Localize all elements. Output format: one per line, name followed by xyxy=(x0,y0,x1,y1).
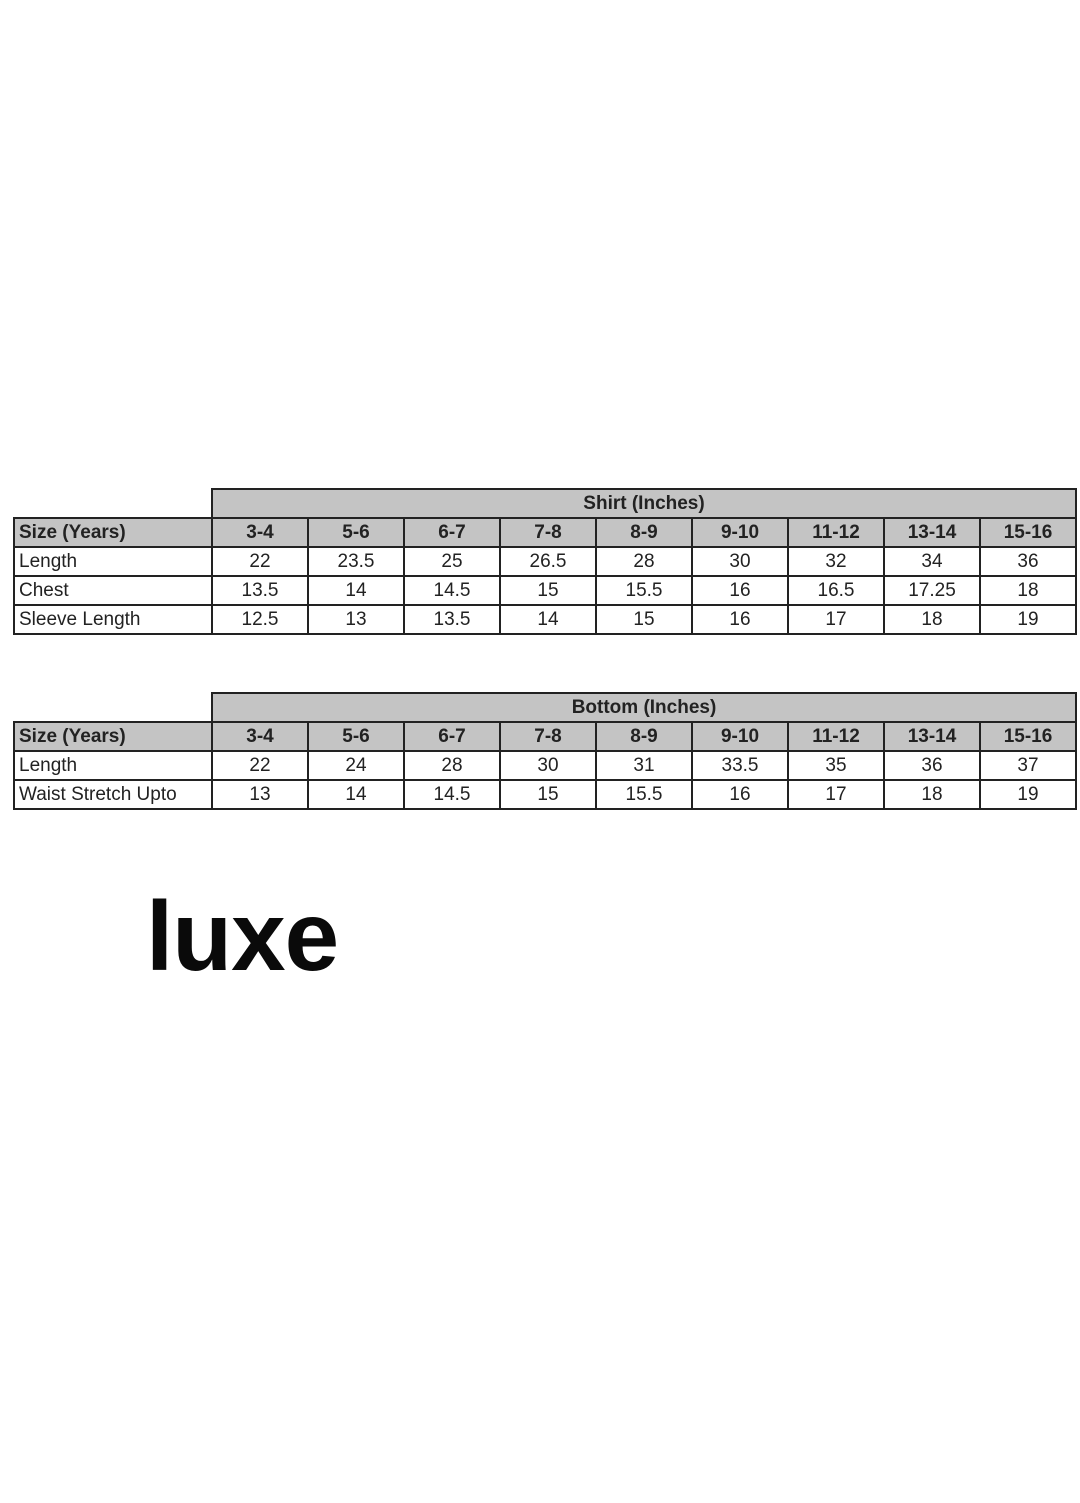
measurement-cell: 14 xyxy=(307,575,405,606)
table-title-row: Shirt (Inches) xyxy=(14,488,1077,519)
measurement-cell: 14 xyxy=(307,779,405,810)
blank-cell xyxy=(14,489,212,518)
table-row: Length 22 23.5 25 26.5 28 30 32 34 36 xyxy=(13,546,1077,577)
measurement-cell: 33.5 xyxy=(691,750,789,781)
measurement-cell: 13 xyxy=(211,779,309,810)
measurement-cell: 16.5 xyxy=(787,575,885,606)
measurement-cell: 15.5 xyxy=(595,779,693,810)
measurement-cell: 22 xyxy=(211,750,309,781)
header-row: Size (Years) 3-4 5-6 6-7 7-8 8-9 9-10 11-12 13-1… xyxy=(13,517,1077,548)
measurement-cell: 28 xyxy=(403,750,501,781)
measurement-cell: 17 xyxy=(787,604,885,635)
measurement-cell: 28 xyxy=(595,546,693,577)
size-header-cell: 7-8 xyxy=(499,517,597,548)
measurement-cell: 37 xyxy=(979,750,1077,781)
measurement-cell: 36 xyxy=(883,750,981,781)
measurement-cell: 30 xyxy=(499,750,597,781)
table-title-row: Bottom (Inches) xyxy=(14,692,1077,723)
measurement-cell: 15 xyxy=(499,779,597,810)
size-header-cell: 11-12 xyxy=(787,517,885,548)
measurement-cell: 15.5 xyxy=(595,575,693,606)
table-row: Length 22 24 28 30 31 33.5 35 36 37 xyxy=(13,750,1077,781)
row-label: Length xyxy=(13,750,213,781)
measurement-cell: 19 xyxy=(979,779,1077,810)
row-label: Waist Stretch Upto xyxy=(13,779,213,810)
size-header-label: Size (Years) xyxy=(13,721,213,752)
measurement-cell: 12.5 xyxy=(211,604,309,635)
size-header-cell: 9-10 xyxy=(691,517,789,548)
size-header-cell: 8-9 xyxy=(595,721,693,752)
measurement-cell: 13.5 xyxy=(211,575,309,606)
measurement-cell: 18 xyxy=(883,604,981,635)
table-title: Bottom (Inches) xyxy=(211,692,1077,723)
measurement-cell: 25 xyxy=(403,546,501,577)
measurement-cell: 32 xyxy=(787,546,885,577)
row-label: Chest xyxy=(13,575,213,606)
header-row: Size (Years) 3-4 5-6 6-7 7-8 8-9 9-10 11-12 13-1… xyxy=(13,721,1077,752)
size-header-cell: 3-4 xyxy=(211,517,309,548)
bottom-size-table: Bottom (Inches) Size (Years) 3-4 5-6 6-7 7-8 8… xyxy=(13,692,1077,810)
size-header-label: Size (Years) xyxy=(13,517,213,548)
table-row: Chest 13.5 14 14.5 15 15.5 16 16.5 17.25 18 xyxy=(13,575,1077,606)
measurement-cell: 14 xyxy=(499,604,597,635)
measurement-cell: 15 xyxy=(499,575,597,606)
size-header-cell: 13-14 xyxy=(883,721,981,752)
measurement-cell: 31 xyxy=(595,750,693,781)
size-header-cell: 3-4 xyxy=(211,721,309,752)
measurement-cell: 15 xyxy=(595,604,693,635)
size-header-cell: 6-7 xyxy=(403,517,501,548)
table-row: Waist Stretch Upto 13 14 14.5 15 15.5 16 17 18 19 xyxy=(13,779,1077,810)
size-header-cell: 11-12 xyxy=(787,721,885,752)
measurement-cell: 18 xyxy=(979,575,1077,606)
shirt-size-table: Shirt (Inches) Size (Years) 3-4 5-6 6-7 7-8 8-… xyxy=(13,488,1077,635)
row-label: Sleeve Length xyxy=(13,604,213,635)
table-title: Shirt (Inches) xyxy=(211,488,1077,519)
size-header-cell: 5-6 xyxy=(307,721,405,752)
size-header-cell: 13-14 xyxy=(883,517,981,548)
size-header-cell: 9-10 xyxy=(691,721,789,752)
measurement-cell: 14.5 xyxy=(403,779,501,810)
size-header-cell: 6-7 xyxy=(403,721,501,752)
measurement-cell: 16 xyxy=(691,779,789,810)
measurement-cell: 14.5 xyxy=(403,575,501,606)
measurement-cell: 17.25 xyxy=(883,575,981,606)
brand-logo: luxe xyxy=(146,881,339,991)
measurement-cell: 35 xyxy=(787,750,885,781)
measurement-cell: 36 xyxy=(979,546,1077,577)
measurement-cell: 18 xyxy=(883,779,981,810)
row-label: Length xyxy=(13,546,213,577)
measurement-cell: 13 xyxy=(307,604,405,635)
size-header-cell: 5-6 xyxy=(307,517,405,548)
measurement-cell: 17 xyxy=(787,779,885,810)
measurement-cell: 23.5 xyxy=(307,546,405,577)
size-header-cell: 15-16 xyxy=(979,517,1077,548)
measurement-cell: 19 xyxy=(979,604,1077,635)
blank-cell xyxy=(14,693,212,722)
measurement-cell: 26.5 xyxy=(499,546,597,577)
measurement-cell: 30 xyxy=(691,546,789,577)
measurement-cell: 22 xyxy=(211,546,309,577)
measurement-cell: 16 xyxy=(691,604,789,635)
size-header-cell: 15-16 xyxy=(979,721,1077,752)
measurement-cell: 34 xyxy=(883,546,981,577)
measurement-cell: 24 xyxy=(307,750,405,781)
table-row: Sleeve Length 12.5 13 13.5 14 15 16 17 18 19 xyxy=(13,604,1077,635)
measurement-cell: 16 xyxy=(691,575,789,606)
size-header-cell: 7-8 xyxy=(499,721,597,752)
measurement-cell: 13.5 xyxy=(403,604,501,635)
size-header-cell: 8-9 xyxy=(595,517,693,548)
